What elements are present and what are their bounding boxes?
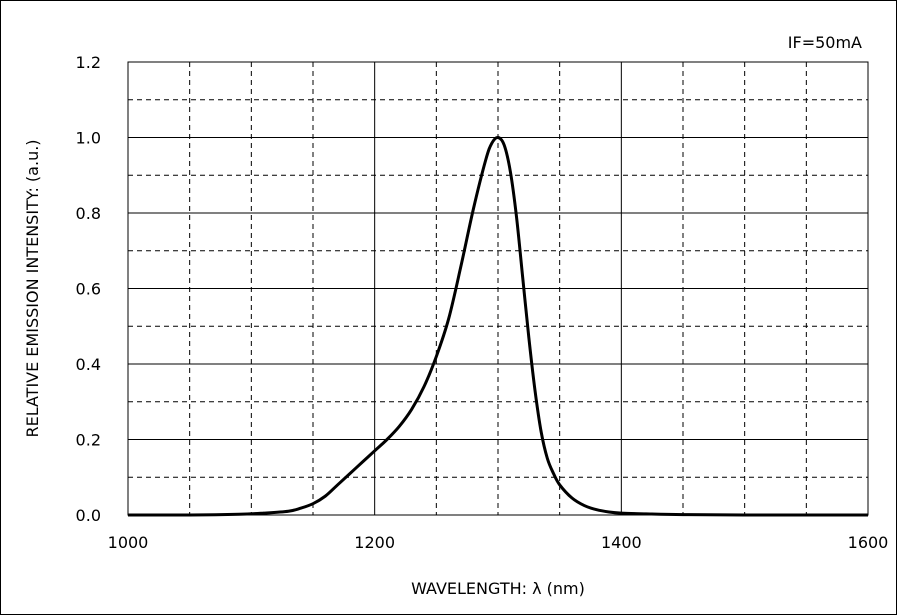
y-tick-label: 1.0 [76, 129, 101, 148]
y-tick-labels: 0.0 0.2 0.4 0.6 0.8 1.0 1.2 [76, 53, 101, 525]
x-tick-label: 1600 [848, 533, 889, 552]
y-tick-label: 0.2 [76, 431, 101, 450]
x-tick-label: 1400 [601, 533, 642, 552]
x-tick-label: 1200 [354, 533, 395, 552]
y-tick-label: 0.4 [76, 355, 101, 374]
x-tick-labels: 1000 1200 1400 1600 [108, 533, 889, 552]
x-tick-label: 1000 [108, 533, 149, 552]
y-tick-label: 0.6 [76, 280, 101, 299]
y-tick-label: 1.2 [76, 53, 101, 72]
current-annotation: IF=50mA [788, 33, 862, 52]
y-tick-label: 0.8 [76, 204, 101, 223]
y-tick-label: 0.0 [76, 506, 101, 525]
x-axis-title: WAVELENGTH: λ (nm) [411, 579, 585, 598]
grid [128, 62, 868, 515]
emission-curve [127, 135, 869, 517]
y-axis-title: RELATIVE EMISSION INTENSITY: (a.u.) [23, 139, 42, 437]
plot-area-border [127, 61, 869, 516]
series-layer [127, 135, 869, 517]
